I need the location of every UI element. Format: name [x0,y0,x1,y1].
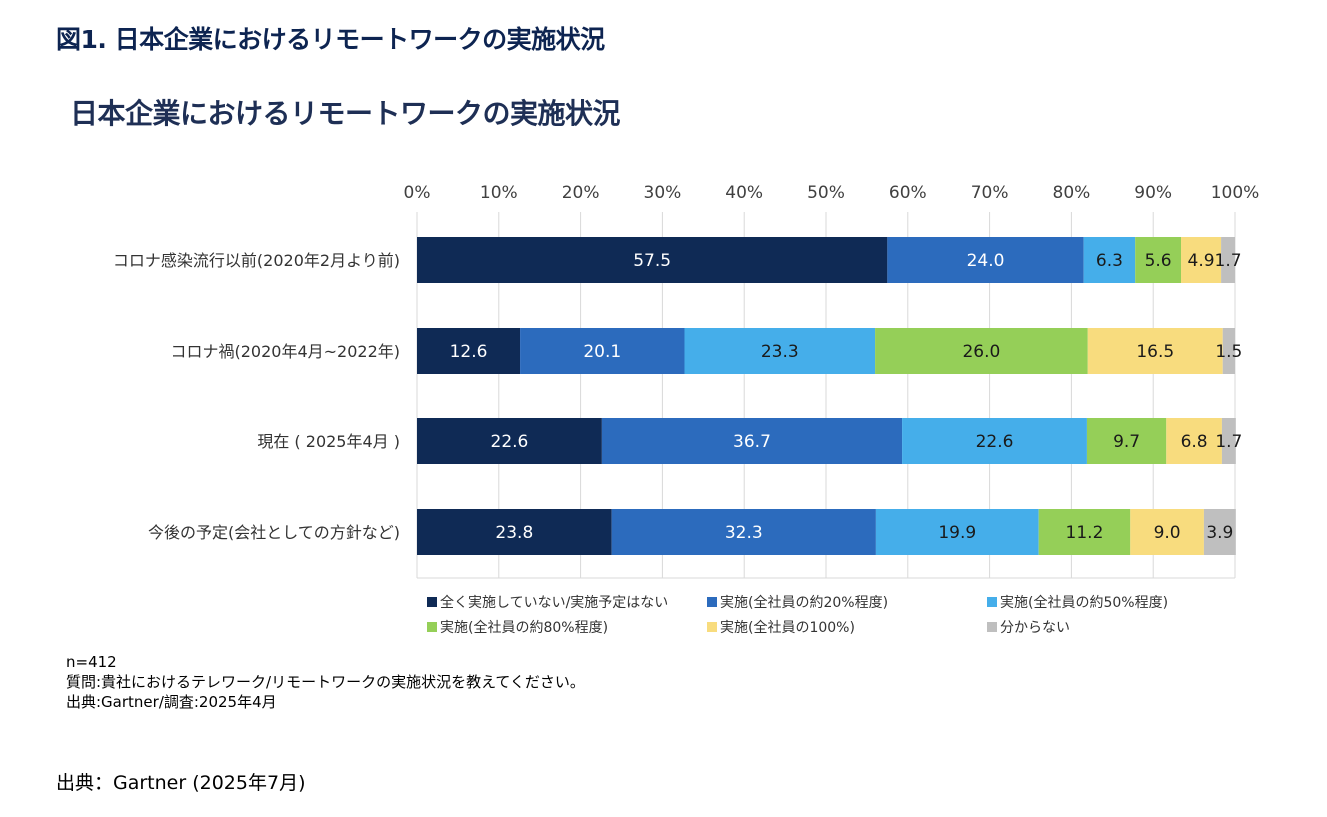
bar-segment [417,509,612,555]
chart-notes: n=412 質問:貴社におけるテレワーク/リモートワークの実施状況を教えてくださ… [66,652,585,712]
data-label: 11.2 [1066,523,1104,543]
data-label: 6.8 [1181,432,1208,452]
data-label: 23.8 [495,523,533,543]
category-label: 現在 ( 2025年4月 ) [257,432,400,451]
data-label: 3.9 [1206,523,1233,543]
sample-size-note: n=412 [66,653,117,671]
data-label: 24.0 [967,251,1005,271]
legend-swatch [987,597,997,607]
legend-label: 実施(全社員の約20%程度) [720,594,888,611]
data-label: 22.6 [491,432,529,452]
bar-segment [1221,237,1235,283]
legend-label: 実施(全社員の約80%程度) [440,619,608,636]
legend-label: 実施(全社員の約50%程度) [1000,594,1168,611]
bar-segment [902,418,1087,464]
bar-segment [417,237,888,283]
legend-swatch [427,622,437,632]
data-label: 22.6 [976,432,1014,452]
bar-segment [417,328,521,374]
bar-segment [1222,328,1235,374]
bar-segment [887,237,1084,283]
data-label: 12.6 [450,342,488,362]
data-label: 26.0 [962,342,1000,362]
data-label: 1.7 [1215,251,1242,271]
bar-segment [1083,237,1136,283]
bar-segment [417,418,602,464]
legend-label: 実施(全社員の100%) [720,619,855,636]
data-label: 9.0 [1154,523,1181,543]
category-label: コロナ禍(2020年4月~2022年) [170,342,400,361]
x-tick-label: 80% [1053,183,1091,203]
x-tick-label: 90% [1134,183,1172,203]
legend-swatch [427,597,437,607]
bar-segment [1038,509,1131,555]
bar-segment [1203,509,1236,555]
legend-label: 分からない [1000,620,1070,636]
x-tick-label: 50% [807,183,845,203]
data-label: 20.1 [583,342,621,362]
bar-segment [1087,328,1223,374]
data-label: 9.7 [1113,432,1140,452]
bar-segment [611,509,876,555]
data-label: 32.3 [725,523,763,543]
bar-segment [1086,418,1167,464]
bar-segment [1135,237,1182,283]
x-tick-label: 70% [971,183,1009,203]
data-label: 16.5 [1136,342,1174,362]
legend-label: 全く実施していない/実施予定はない [440,594,668,611]
data-label: 1.5 [1215,342,1242,362]
x-tick-label: 20% [562,183,600,203]
survey-source-note: 出典:Gartner/調査:2025年4月 [66,693,277,711]
figure-title: 図1. 日本企業におけるリモートワークの実施状況 [56,25,605,54]
bar-segment [601,418,903,464]
bar-segment [875,509,1039,555]
bar-segment [520,328,685,374]
legend-swatch [987,622,997,632]
bar-segment [684,328,876,374]
data-label: 57.5 [633,251,671,271]
data-label: 19.9 [938,523,976,543]
bar-segment [1181,237,1222,283]
data-label: 1.7 [1215,432,1242,452]
data-label: 4.9 [1188,251,1215,271]
category-label: 今後の予定(会社としての方針など) [148,523,400,542]
category-label: コロナ感染流行以前(2020年2月より前) [113,251,400,270]
x-tick-label: 60% [889,183,927,203]
legend-swatch [707,622,717,632]
legend-swatch [707,597,717,607]
bar-segment [875,328,1088,374]
chart-title: 日本企業におけるリモートワークの実施状況 [70,97,621,130]
x-tick-label: 0% [404,183,431,203]
data-label: 23.3 [761,342,799,362]
data-label: 5.6 [1145,251,1172,271]
bar-segment [1166,418,1222,464]
data-label: 6.3 [1096,251,1123,271]
source-caption: 出典：Gartner (2025年7月) [56,772,306,794]
x-tick-label: 10% [480,183,518,203]
bar-segment [1221,418,1236,464]
x-tick-label: 100% [1211,183,1260,203]
x-tick-label: 30% [644,183,682,203]
bar-segment [1130,509,1204,555]
data-label: 36.7 [733,432,771,452]
x-tick-label: 40% [725,183,763,203]
question-note: 質問:貴社におけるテレワーク/リモートワークの実施状況を教えてください。 [66,673,585,691]
